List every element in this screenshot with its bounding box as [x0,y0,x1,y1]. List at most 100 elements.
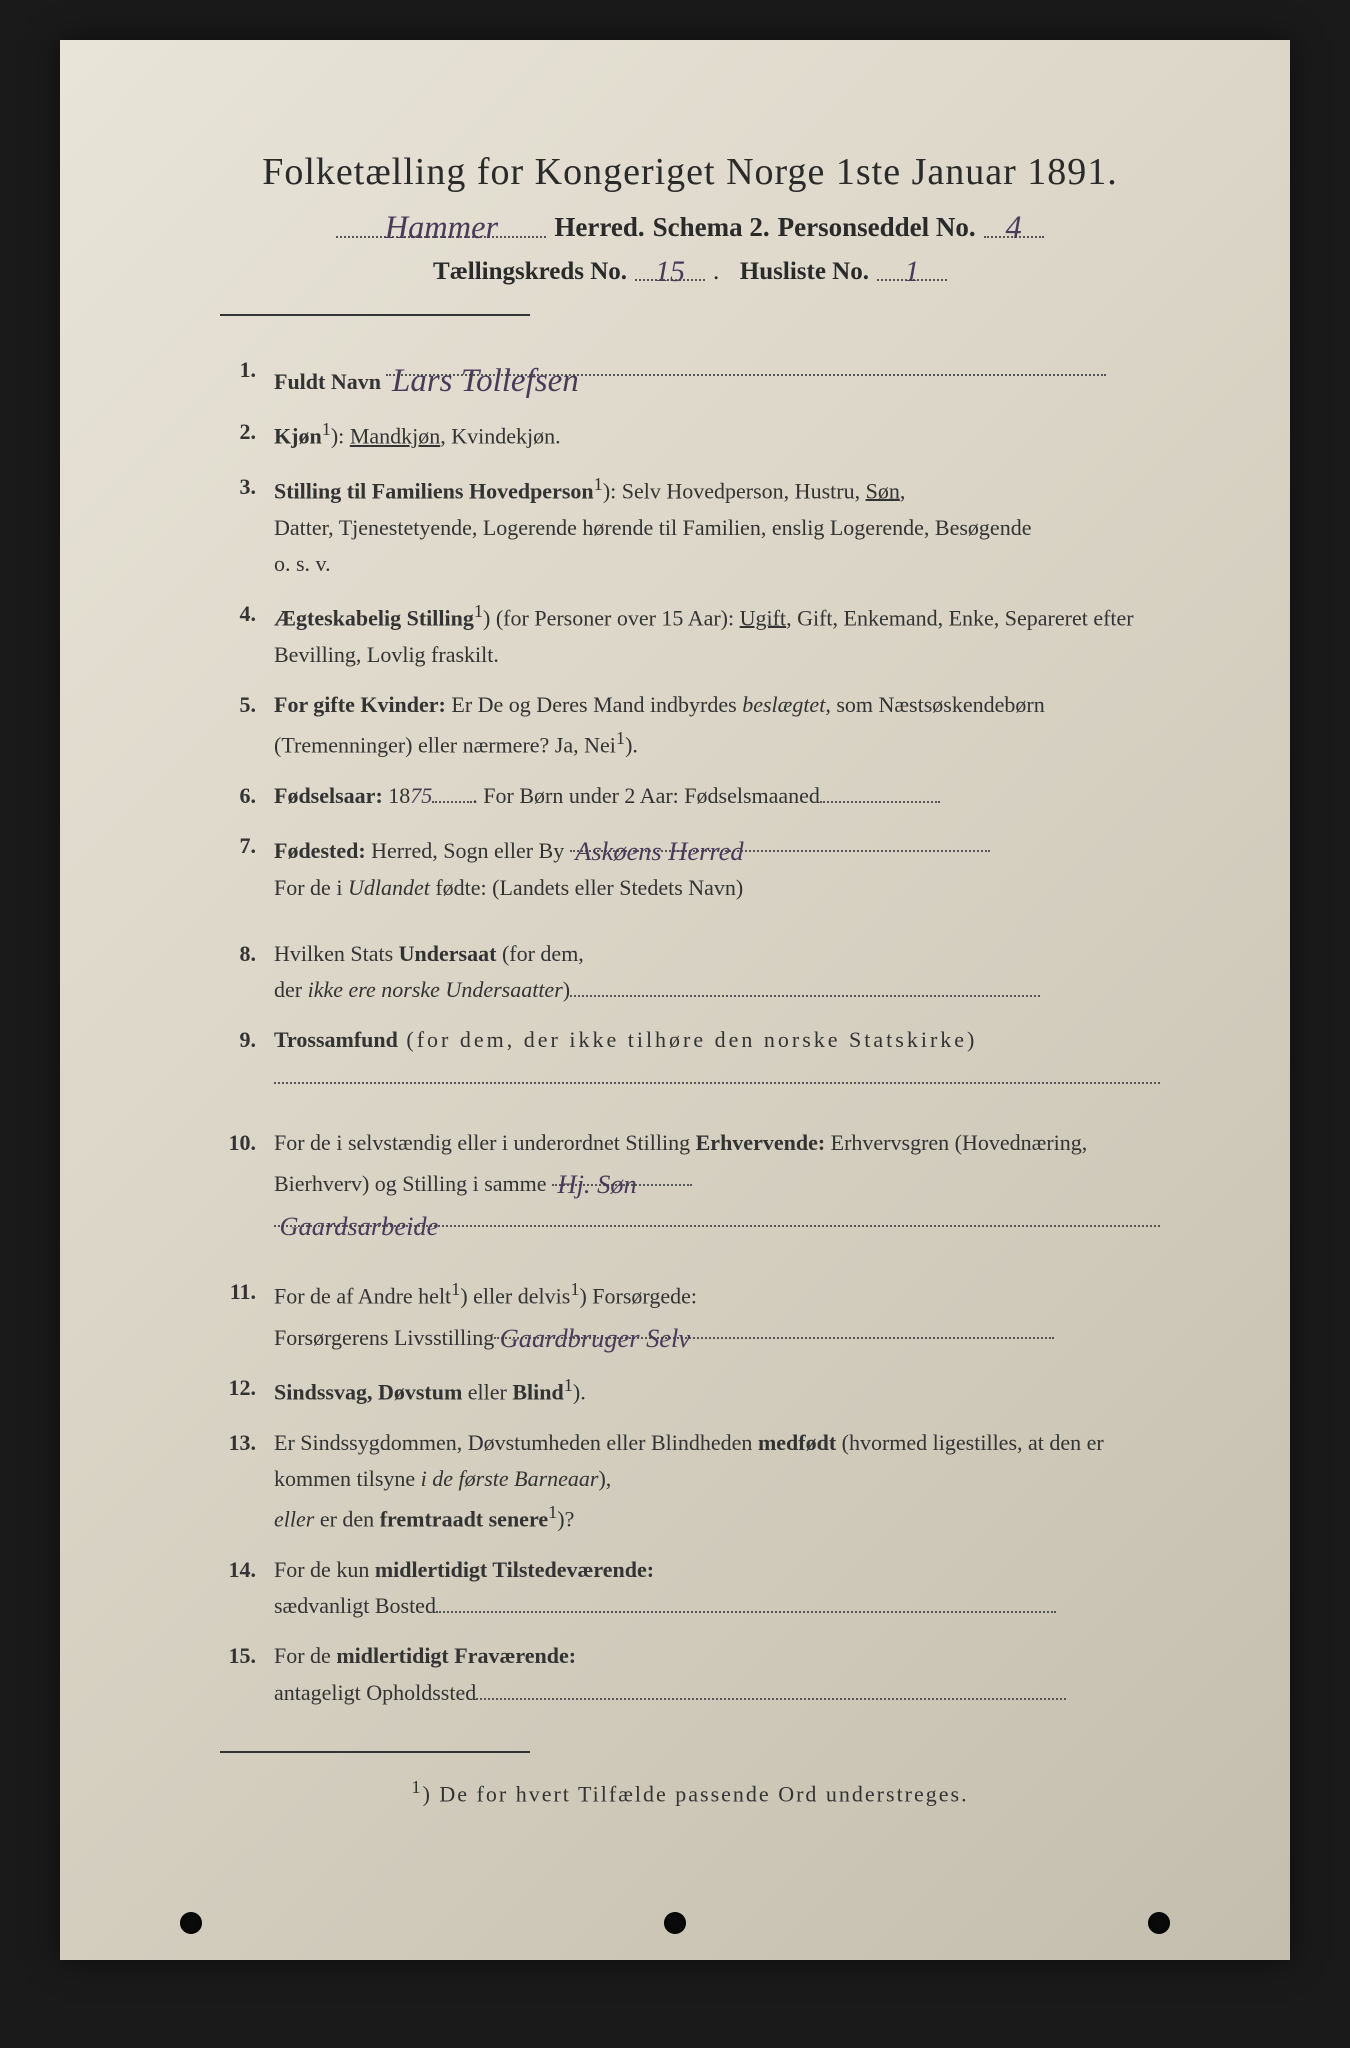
row-15-num: 15. [220,1638,274,1711]
row-3: 3. Stilling til Familiens Hovedperson1):… [220,469,1160,582]
row-15-content: For de midlertidigt Fraværende: antageli… [274,1638,1160,1711]
row-8-texta: Hvilken Stats [274,941,399,966]
row-14-line2: sædvanligt Bosted [274,1593,436,1618]
row-10-texta: For de i selvstændig eller i underordnet… [274,1130,696,1155]
row-8-num: 8. [220,936,274,1009]
row-3-line1b: , [900,478,906,503]
row-7-line2b: fødte: (Landets eller Stedets Navn) [430,875,743,900]
citizenship-field [570,973,1040,997]
birth-year: 75 [410,783,432,808]
row-14-content: For de kun midlertidigt Tilstedeværende:… [274,1552,1160,1625]
row-7-text: Herred, Sogn eller By [366,838,570,863]
row-13-sup: 1 [548,1502,557,1522]
row-7-num: 7. [220,828,274,906]
row-8-line2a: der [274,977,308,1002]
row-5-sep: ). [625,733,638,758]
row-12-num: 12. [220,1370,274,1411]
row-7-ital: Udlandet [348,875,430,900]
row-5-label: For gifte Kvinder: [274,692,446,717]
residence-field [436,1589,1056,1613]
row-6-content: Fødselsaar: 1875. For Børn under 2 Aar: … [274,778,1160,814]
row-2-num: 2. [220,414,274,455]
row-11-textc: ) Forsørgede: [579,1283,697,1308]
row-2: 2. Kjøn1): Mandkjøn, Kvindekjøn. [220,414,1160,455]
row-13-ital: i de første Barneaar [421,1466,599,1491]
row-3-num: 3. [220,469,274,582]
footnote-text: ) De for hvert Tilfælde passende Ord und… [423,1781,969,1806]
row-4-selected: Ugift [740,605,786,630]
row-3-sup: 1 [594,474,603,494]
row-13: 13. Er Sindssygdommen, Døvstumheden elle… [220,1425,1160,1538]
row-3-content: Stilling til Familiens Hovedperson1): Se… [274,469,1160,582]
row-10-label: Erhvervende: [696,1130,826,1155]
name-field: Lars Tollefsen [386,352,1106,376]
row-1-content: Fuldt Navn Lars Tollefsen [274,352,1160,400]
row-8-textb: (for dem, [496,941,583,966]
row-10-content: For de i selvstændig eller i underordnet… [274,1125,1160,1244]
bottom-divider [220,1751,530,1753]
abode-field [476,1675,1066,1699]
row-2-content: Kjøn1): Mandkjøn, Kvindekjøn. [274,414,1160,455]
row-14-label: midlertidigt Tilstedeværende: [375,1557,654,1582]
row-5-text: Er De og Deres Mand indbyrdes [446,692,742,717]
row-5-num: 5. [220,687,274,764]
row-11-line2: Forsørgerens Livsstilling [274,1325,494,1350]
occupation-field-2: Gaardsarbeide [274,1203,1160,1227]
row-13-num: 13. [220,1425,274,1538]
row-11-num: 11. [220,1274,274,1356]
punch-hole-left [180,1912,202,1934]
kreds-no-field: 15 [635,253,705,281]
row-9-content: Trossamfund (for dem, der ikke tilhøre d… [274,1022,1160,1095]
personseddel-label: Personseddel No. [778,212,976,243]
row-3-sep: ): [603,478,616,503]
row-14-texta: For de kun [274,1557,375,1582]
row-3-line3: o. s. v. [274,551,331,576]
header-line-2: Hammer Herred. Schema 2. Personseddel No… [220,208,1160,243]
kreds-label: Tællingskreds No. [433,258,627,286]
gender-selected: Mandkjøn [350,424,440,449]
row-12: 12. Sindssvag, Døvstum eller Blind1). [220,1370,1160,1411]
top-divider [220,314,530,316]
row-6-label: Fødselsaar: [274,783,383,808]
row-3-selected: Søn [866,478,900,503]
provider-field: Gaardbruger Selv [494,1315,1054,1339]
row-6: 6. Fødselsaar: 1875. For Børn under 2 Aa… [220,778,1160,814]
row-13-sep: )? [557,1506,574,1531]
row-13-texta: Er Sindssygdommen, Døvstumheden eller Bl… [274,1430,758,1455]
punch-hole-right [1148,1912,1170,1934]
row-12-label2: Blind [512,1379,563,1404]
row-6-pre: 18 [383,783,411,808]
row-12-label: Sindssvag, Døvstum [274,1379,462,1404]
punch-hole-center [664,1912,686,1934]
birthplace-field: Askøens Herred [570,828,990,852]
row-12-sup: 1 [564,1375,573,1395]
row-1: 1. Fuldt Navn Lars Tollefsen [220,352,1160,400]
row-1-num: 1. [220,352,274,400]
row-15-texta: For de [274,1643,336,1668]
row-1-label: Fuldt Navn [274,369,381,394]
row-8-label: Undersaat [399,941,497,966]
footnote: 1) De for hvert Tilfælde passende Ord un… [220,1777,1160,1807]
row-11-textb: ) eller delvis [460,1283,570,1308]
row-5-sup: 1 [616,728,625,748]
schema-label: Schema 2. [653,212,770,243]
row-2-label: Kjøn [274,424,322,449]
row-13-textc: ), [598,1466,611,1491]
row-13-content: Er Sindssygdommen, Døvstumheden eller Bl… [274,1425,1160,1538]
row-4-content: Ægteskabelig Stilling1) (for Personer ov… [274,596,1160,673]
row-9-num: 9. [220,1022,274,1095]
occupation-field-1: Hj. Søn [552,1161,692,1185]
row-14: 14. For de kun midlertidigt Tilstedevære… [220,1552,1160,1625]
row-10-num: 10. [220,1125,274,1244]
year-pad [432,779,472,803]
row-4-sup: 1 [474,601,483,621]
row-7-content: Fødested: Herred, Sogn eller By Askøens … [274,828,1160,906]
row-8-line2b: ) [563,977,570,1002]
row-6-num: 6. [220,778,274,814]
row-15-label: midlertidigt Fraværende: [336,1643,576,1668]
row-10: 10. For de i selvstændig eller i underor… [220,1125,1160,1244]
row-8-content: Hvilken Stats Undersaat (for dem, der ik… [274,936,1160,1009]
row-3-line2: Datter, Tjenestetyende, Logerende hørend… [274,515,1031,540]
row-12-sep: ). [573,1379,586,1404]
row-11-texta: For de af Andre helt [274,1283,451,1308]
